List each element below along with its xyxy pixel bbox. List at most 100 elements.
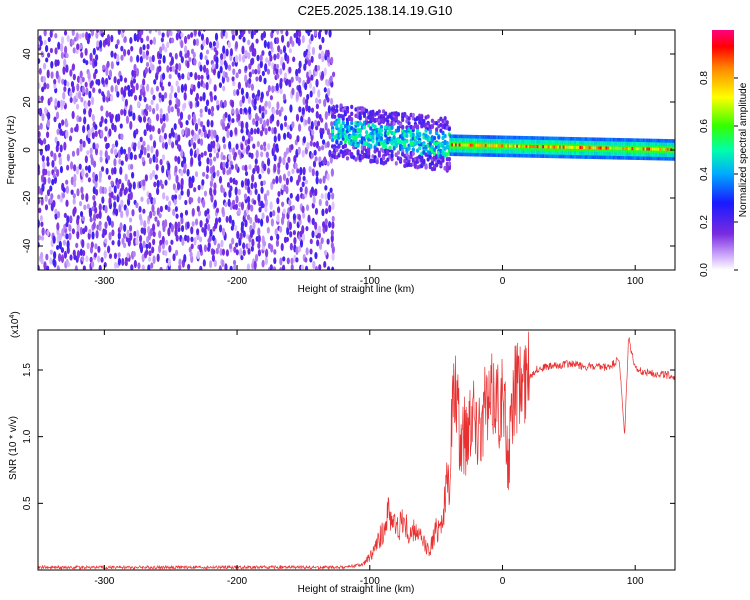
heatmap-cell-2815 — [462, 143, 465, 147]
heatmap-cell-478 — [108, 128, 112, 137]
heatmap-cell-264 — [76, 43, 80, 50]
heatmap-cell-874 — [167, 81, 172, 87]
heatmap-cell-699 — [143, 146, 147, 156]
heatmap-cell-1693 — [285, 177, 289, 186]
heatmap-cell-906 — [175, 174, 179, 184]
heatmap-cell-562 — [119, 74, 123, 82]
heatmap-cell-115 — [54, 98, 58, 107]
heatmap-cell-901 — [175, 213, 179, 219]
heatmap-cell-1928 — [320, 117, 324, 123]
heatmap-cell-39 — [40, 95, 44, 102]
heatmap-cell-1940 — [325, 200, 329, 207]
heatmap-cell-1925 — [321, 139, 326, 145]
heatmap-cell-491 — [110, 191, 114, 199]
heatmap-cell-2955 — [527, 144, 530, 148]
heatmap-cell-1577 — [269, 235, 274, 241]
heatmap-cell-1434 — [248, 71, 252, 78]
heatmap-cell-1313 — [232, 68, 236, 75]
heatmap-cell-1862 — [312, 141, 317, 148]
heatmap-cell-2724 — [439, 160, 443, 166]
heatmap-cell-1118 — [207, 241, 211, 250]
heatmap-cell-986 — [183, 35, 188, 45]
heatmap-cell-757 — [149, 39, 153, 45]
heatmap-cell-1436 — [247, 52, 251, 60]
heatmap-cell-390 — [94, 180, 98, 188]
heatmap-cell-1933 — [321, 36, 325, 44]
heatmap-cell-1681 — [282, 62, 286, 71]
heatmap-cell-2971 — [534, 145, 537, 149]
heatmap-cell-3119 — [603, 146, 606, 150]
svg-text:(x104): (x104) — [9, 311, 21, 338]
heatmap-cell-2105 — [345, 121, 350, 126]
heatmap-cell-262 — [76, 75, 81, 83]
heatmap-cell-1873 — [314, 265, 319, 270]
heatmap-cell-1775 — [297, 146, 301, 155]
heatmap-cell-1659 — [279, 68, 283, 75]
heatmap-cell-3231 — [655, 147, 658, 151]
heatmap-cell-1039 — [193, 132, 197, 142]
heatmap-cell-1644 — [279, 257, 283, 266]
heatmap-cell-908 — [174, 165, 178, 173]
heatmap-cell-1273 — [228, 214, 232, 224]
heatmap-cell-1155 — [210, 111, 214, 117]
heatmap-cell-2887 — [495, 144, 498, 148]
heatmap-cell-895 — [170, 56, 174, 66]
heatmap-cell-2214 — [362, 111, 367, 116]
heatmap-cell-536 — [118, 158, 122, 165]
heatmap-cell-180 — [63, 86, 67, 92]
heatmap-cell-1212 — [220, 239, 224, 248]
heatmap-cell-701 — [143, 129, 147, 137]
heatmap-cell-1028 — [189, 71, 193, 78]
heatmap-cell-401 — [96, 40, 100, 48]
heatmap-cell-1165 — [211, 254, 216, 262]
heatmap-cell-1367 — [242, 230, 246, 238]
heatmap-cell-1798 — [302, 136, 307, 144]
heatmap-cell-583 — [123, 77, 128, 83]
heatmap-cell-370 — [91, 132, 95, 140]
heatmap-cell-1794 — [302, 175, 306, 182]
heatmap-cell-1398 — [244, 164, 248, 172]
heatmap-cell-518 — [113, 124, 117, 133]
heatmap-cell-630 — [133, 259, 137, 269]
heatmap-cell-815 — [158, 52, 163, 60]
heatmap-cell-1571 — [267, 59, 271, 67]
heatmap-cell-1561 — [266, 167, 271, 175]
heatmap-cell-287 — [78, 33, 82, 39]
spectrogram-ytick-label-4: 40 — [22, 48, 33, 60]
heatmap-cell-2509 — [407, 116, 411, 121]
heatmap-cell-2671 — [430, 145, 435, 150]
heatmap-cell-1453 — [252, 143, 256, 149]
chart-title: C2E5.2025.138.14.19.G10 — [298, 3, 453, 18]
snr-xtick-label-1: -200 — [227, 576, 247, 587]
heatmap-cell-2781 — [447, 161, 451, 167]
heatmap-cell-1516 — [260, 200, 264, 209]
heatmap-cell-1785 — [297, 30, 302, 38]
heatmap-cell-919 — [174, 52, 178, 60]
heatmap-cell-195 — [65, 199, 69, 207]
heatmap-cell-1428 — [247, 131, 251, 139]
spectrogram-xtick-label-3: 0 — [500, 276, 506, 287]
heatmap-cell-766 — [152, 197, 156, 206]
heatmap-cell-65 — [46, 229, 50, 237]
heatmap-cell-236 — [71, 85, 75, 93]
heatmap-cell-253 — [75, 166, 80, 175]
heatmap-cell-1568 — [265, 90, 270, 97]
heatmap-cell-1776 — [297, 123, 302, 132]
heatmap-cell-2614 — [422, 160, 426, 165]
heatmap-cell-1176 — [211, 165, 216, 173]
heatmap-cell-1292 — [227, 41, 231, 48]
heatmap-cell-130 — [57, 194, 61, 200]
heatmap-cell-1320 — [236, 230, 240, 240]
heatmap-cell-2903 — [503, 144, 506, 148]
heatmap-cell-3255 — [666, 147, 669, 151]
heatmap-cell-1704 — [286, 41, 290, 48]
heatmap-cell-2839 — [473, 143, 476, 147]
heatmap-cell-1963 — [326, 160, 330, 167]
heatmap-cell-1514 — [261, 212, 265, 220]
heatmap-cell-2389 — [388, 145, 392, 151]
heatmap-cell-1097 — [199, 30, 203, 32]
heatmap-cell-280 — [78, 90, 82, 100]
heatmap-cell-339 — [89, 147, 93, 155]
heatmap-cell-1491 — [257, 234, 261, 244]
heatmap-cell-1100 — [203, 228, 207, 238]
